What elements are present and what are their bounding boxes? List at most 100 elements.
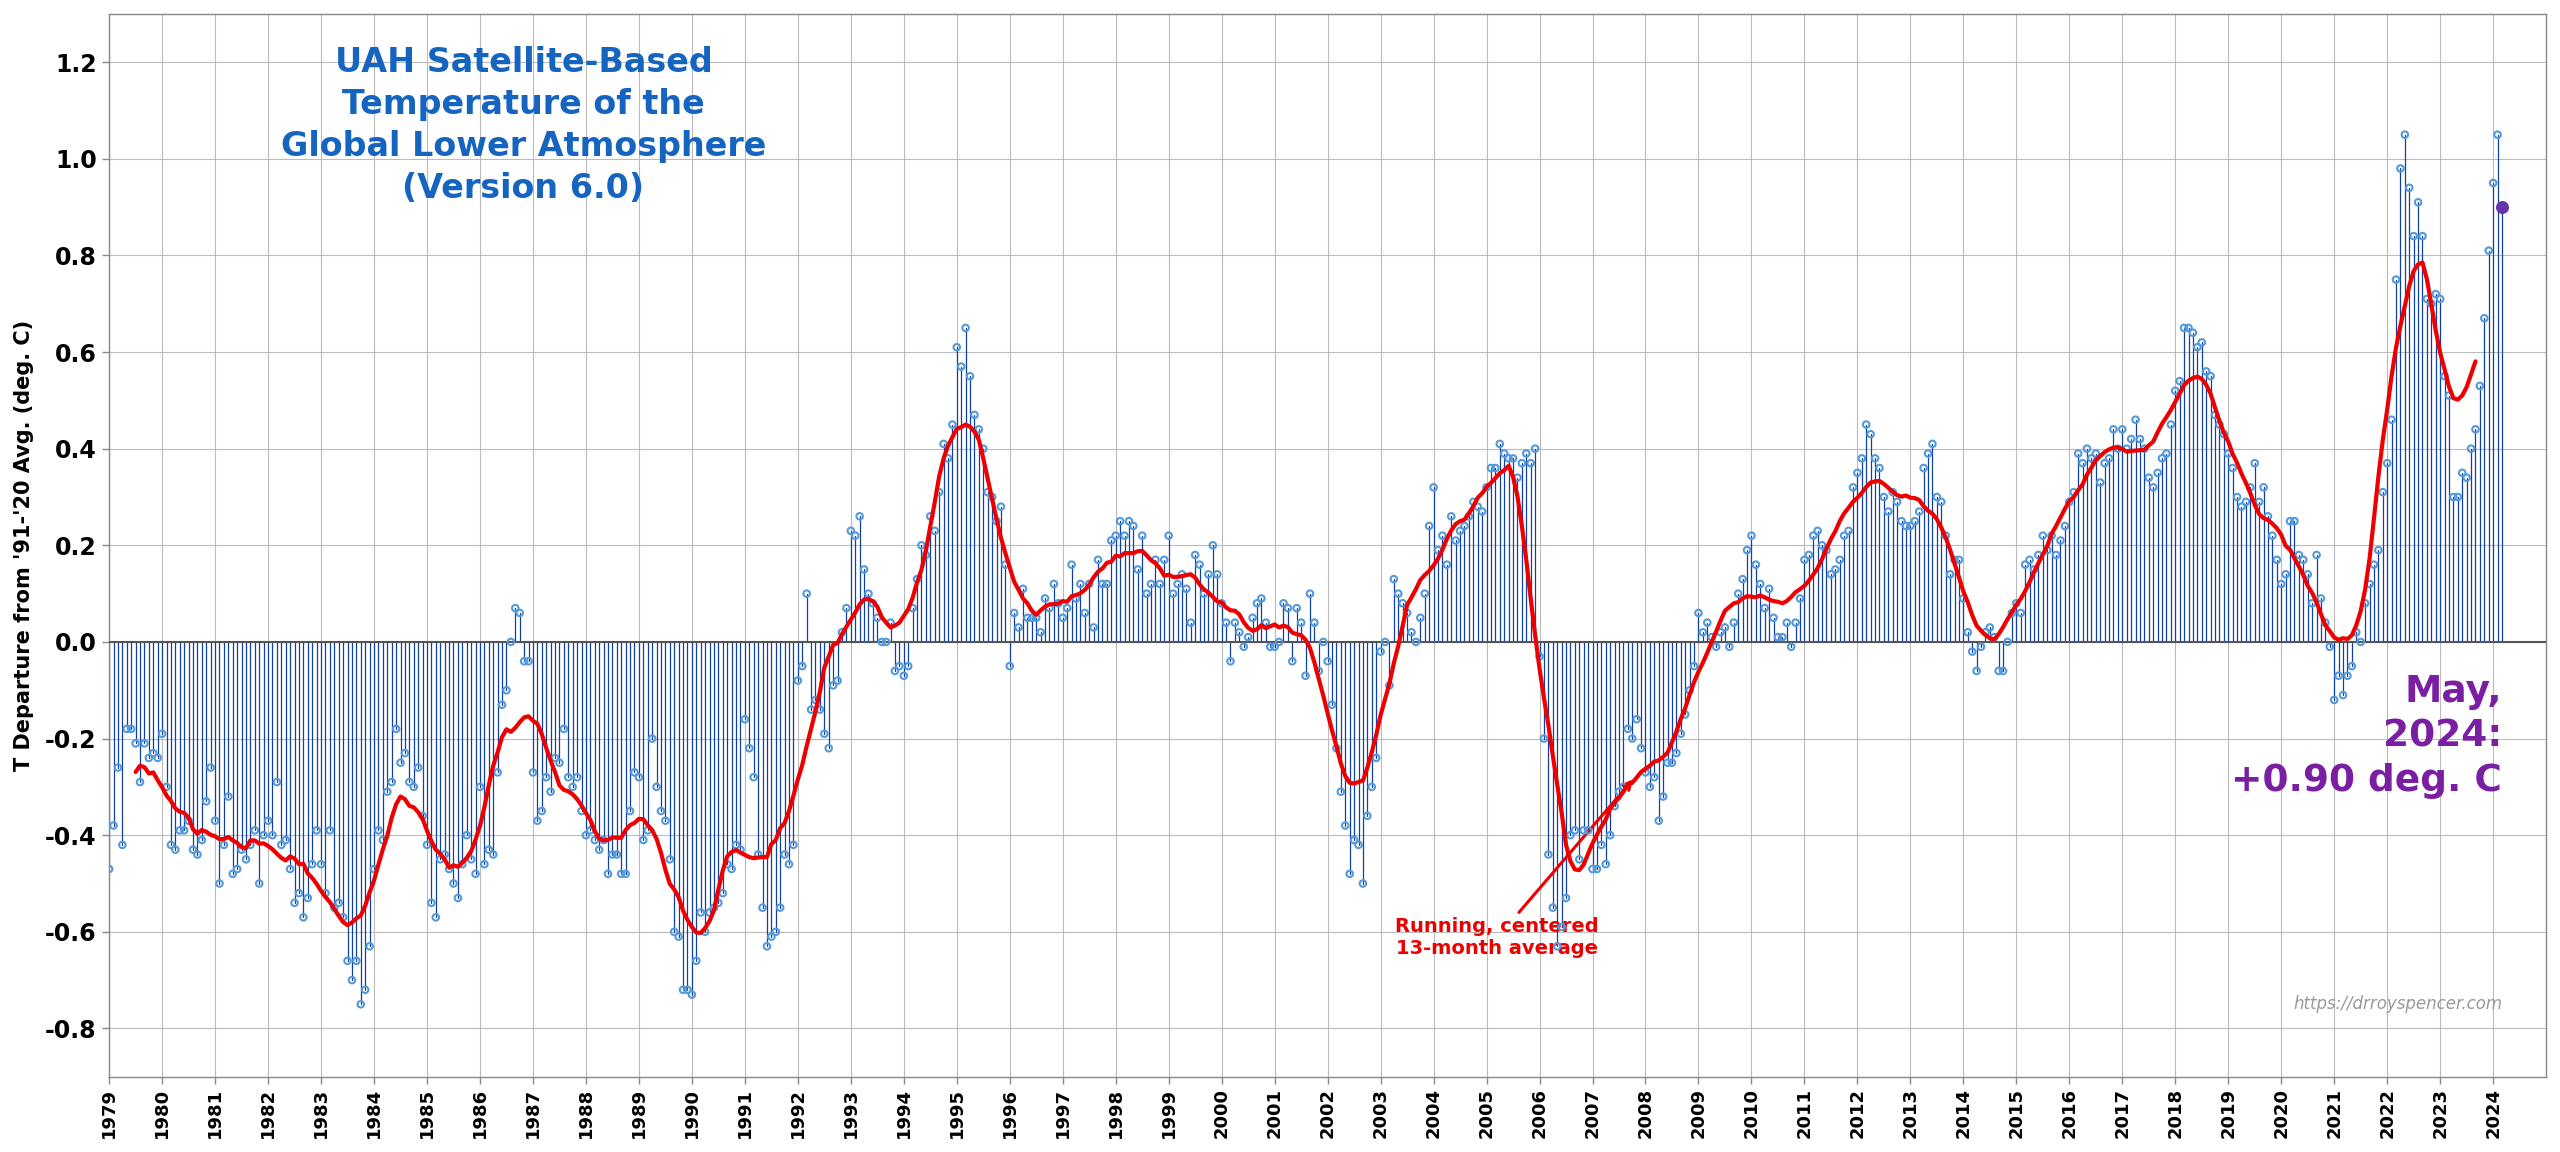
Point bbox=[292, 855, 333, 873]
Point bbox=[1516, 439, 1556, 457]
Point bbox=[2345, 594, 2386, 613]
Point bbox=[1290, 584, 1331, 602]
Point bbox=[1564, 821, 1605, 840]
Point bbox=[2015, 560, 2056, 578]
Point bbox=[1083, 575, 1124, 593]
Point bbox=[955, 406, 996, 424]
Point bbox=[1633, 768, 1674, 787]
Point bbox=[1948, 623, 1989, 642]
Point bbox=[1536, 937, 1577, 955]
Point bbox=[1853, 449, 1894, 468]
Point bbox=[1211, 652, 1252, 670]
Point bbox=[458, 778, 499, 796]
Point bbox=[438, 889, 479, 908]
Point bbox=[1480, 434, 1521, 453]
Point bbox=[2255, 551, 2296, 569]
Point bbox=[340, 995, 381, 1014]
Point bbox=[1718, 584, 1759, 602]
Point bbox=[1096, 526, 1137, 545]
Point bbox=[1510, 454, 1551, 472]
Point bbox=[896, 570, 937, 589]
Point bbox=[1943, 589, 1984, 607]
Point bbox=[512, 763, 553, 781]
Point bbox=[243, 826, 284, 844]
Point bbox=[640, 802, 681, 820]
Point bbox=[1876, 493, 1917, 511]
Point bbox=[980, 498, 1021, 516]
Point bbox=[1285, 667, 1326, 685]
Point bbox=[2212, 458, 2253, 477]
Point bbox=[1196, 566, 1236, 584]
Point bbox=[1894, 511, 1935, 530]
Point bbox=[2301, 589, 2342, 607]
Point bbox=[760, 899, 801, 917]
Point bbox=[384, 744, 425, 763]
Point bbox=[2450, 439, 2491, 457]
Point bbox=[172, 841, 212, 859]
Point bbox=[589, 865, 630, 884]
Point bbox=[1766, 613, 1807, 631]
Point bbox=[620, 768, 660, 787]
Point bbox=[1388, 604, 1428, 622]
Point bbox=[591, 846, 632, 864]
Point bbox=[2061, 454, 2102, 472]
Point bbox=[1628, 778, 1669, 796]
Point bbox=[2478, 126, 2519, 144]
Point bbox=[1162, 566, 1203, 584]
Point bbox=[236, 821, 276, 840]
Point bbox=[2278, 546, 2319, 564]
Point bbox=[663, 980, 704, 999]
Point bbox=[1267, 599, 1308, 617]
Point bbox=[847, 584, 888, 602]
Point bbox=[1021, 623, 1062, 642]
Point bbox=[1272, 652, 1313, 670]
Point bbox=[2473, 174, 2514, 192]
Point bbox=[2468, 242, 2509, 260]
Point bbox=[476, 763, 517, 781]
Point bbox=[1902, 458, 1943, 477]
Point bbox=[358, 821, 399, 840]
Point bbox=[2107, 439, 2148, 457]
Point bbox=[2176, 338, 2217, 356]
Point bbox=[671, 985, 712, 1003]
Point bbox=[1149, 526, 1190, 545]
Point bbox=[2388, 179, 2429, 197]
Point bbox=[1262, 594, 1303, 613]
Point bbox=[248, 811, 289, 829]
Point bbox=[817, 672, 858, 690]
Point bbox=[2076, 445, 2117, 463]
Point bbox=[1500, 454, 1541, 472]
Point bbox=[684, 923, 724, 941]
Point bbox=[2094, 420, 2135, 439]
Point bbox=[1651, 753, 1692, 772]
Point bbox=[835, 526, 876, 545]
Point bbox=[169, 811, 210, 829]
Point bbox=[346, 980, 387, 999]
Point bbox=[1462, 502, 1503, 521]
Point bbox=[840, 507, 881, 525]
Point bbox=[353, 859, 394, 878]
Point bbox=[963, 439, 1004, 457]
Point bbox=[212, 865, 253, 884]
Point bbox=[1887, 517, 1928, 536]
Point bbox=[1454, 493, 1495, 511]
Point bbox=[2432, 487, 2473, 506]
Point bbox=[2089, 449, 2130, 468]
Point bbox=[1736, 555, 1777, 574]
Point bbox=[1339, 835, 1380, 854]
Point bbox=[1759, 628, 1800, 646]
Point bbox=[517, 811, 558, 829]
Point bbox=[2079, 473, 2120, 492]
Point bbox=[328, 952, 369, 970]
Point bbox=[2455, 420, 2496, 439]
Point bbox=[596, 846, 637, 864]
Point bbox=[1938, 551, 1979, 569]
Point bbox=[182, 831, 223, 849]
Point bbox=[1582, 835, 1623, 854]
Point bbox=[2225, 493, 2266, 511]
Point bbox=[1370, 676, 1411, 695]
Point bbox=[189, 758, 230, 776]
Point bbox=[1144, 551, 1185, 569]
Point bbox=[1405, 584, 1446, 602]
Point bbox=[2168, 319, 2209, 338]
